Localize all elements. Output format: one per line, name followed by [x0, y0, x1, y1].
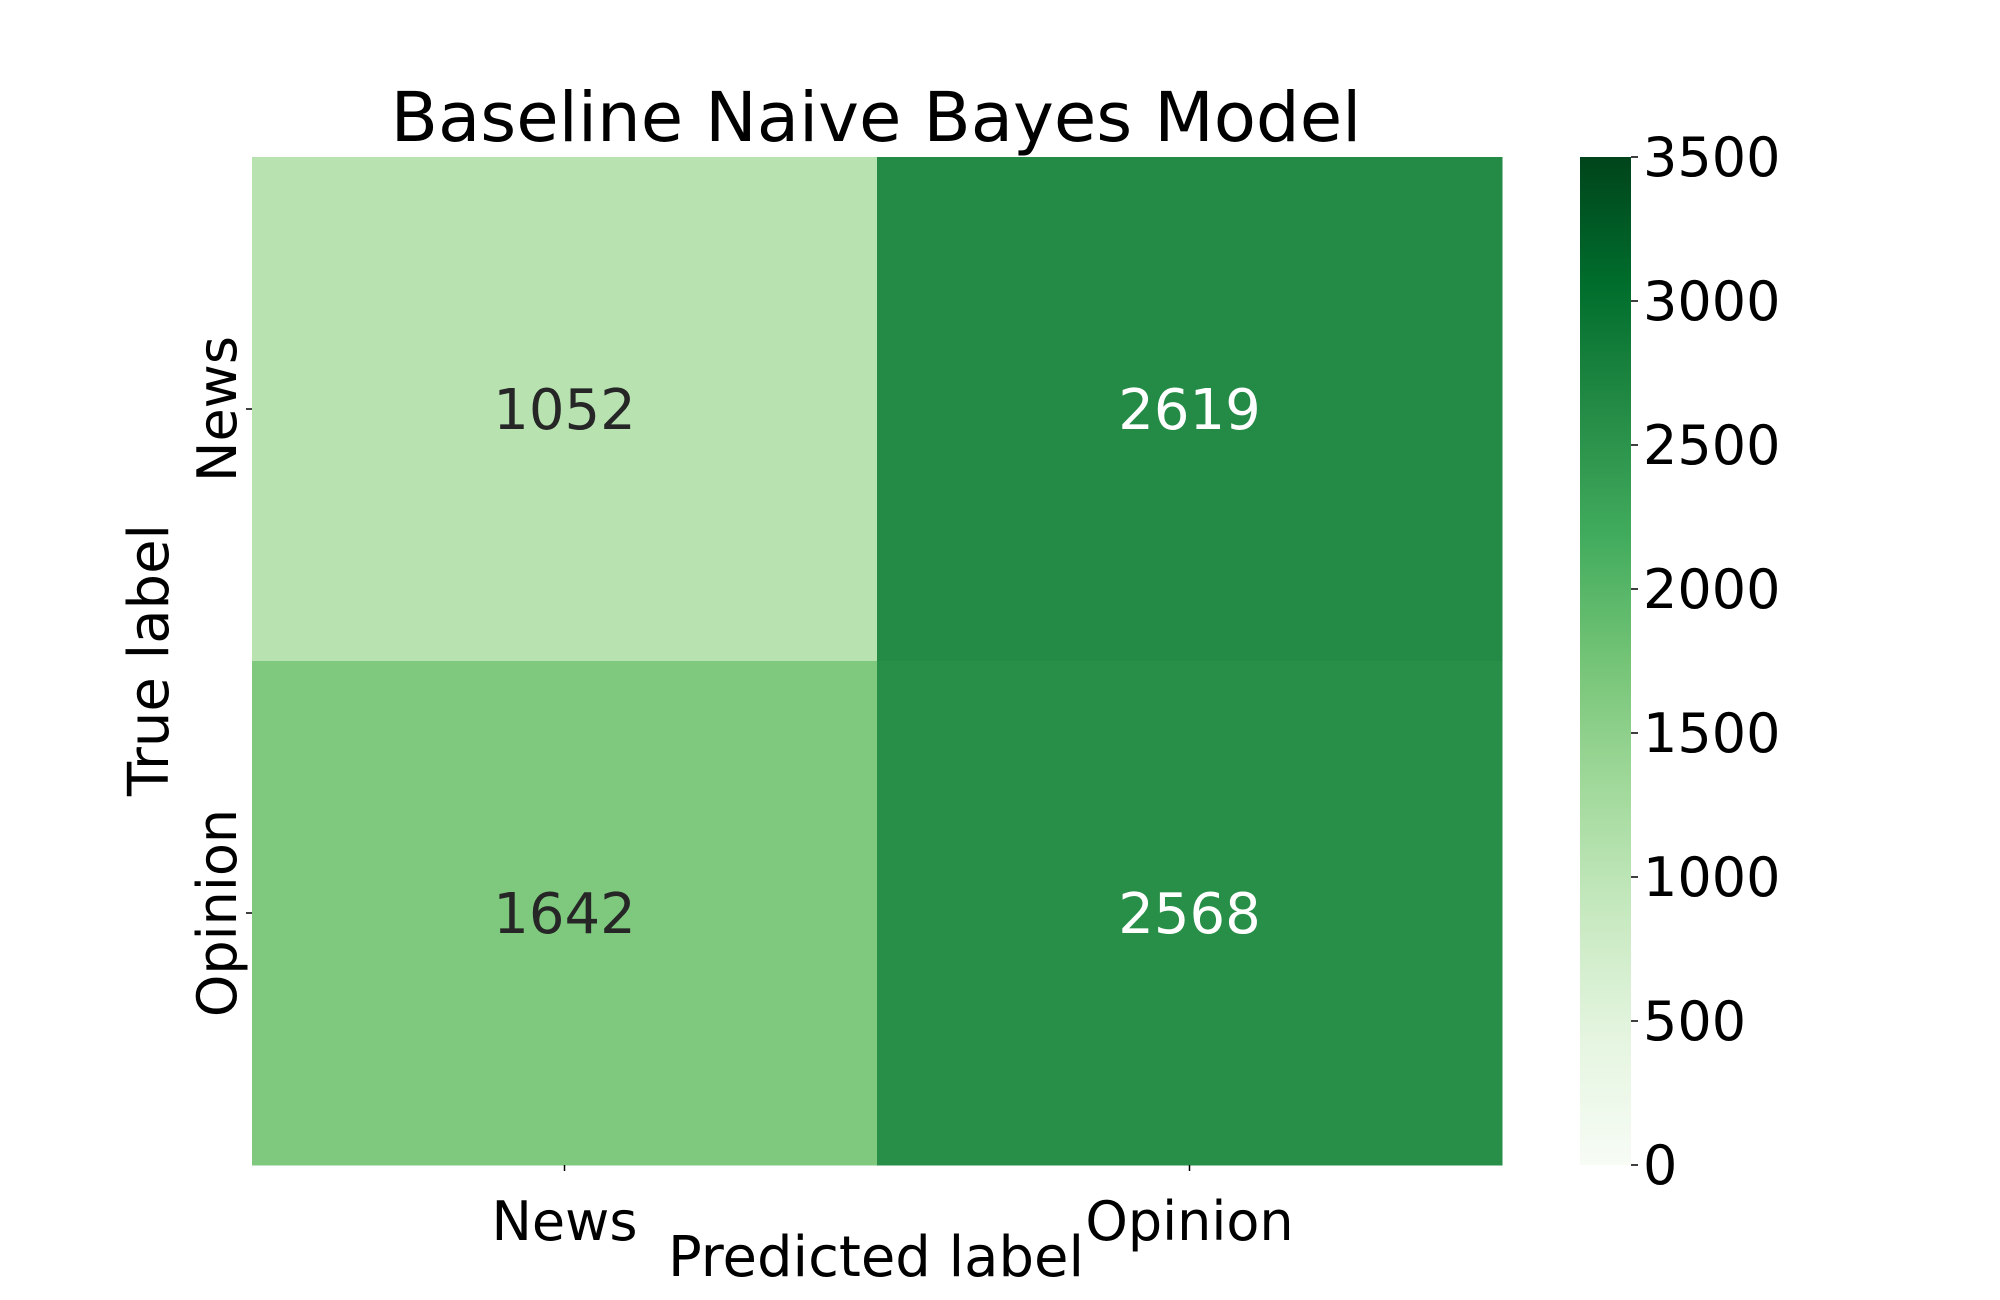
colorbar-tick-label: 1500 — [1643, 702, 1780, 765]
heatmap-cell — [252, 157, 878, 662]
colorbar-tick-label: 2500 — [1643, 414, 1780, 477]
colorbar-ticks: 0 500 1000 1500 2000 2500 3000 3500 — [1631, 126, 1780, 1197]
colorbar-tick-label: 3000 — [1643, 270, 1780, 333]
heatmap-cells — [252, 157, 1503, 1166]
x-axis-ticks: News Opinion — [492, 1165, 1294, 1253]
y-axis-ticks: News Opinion — [186, 336, 252, 1017]
x-axis-label: Predicted label — [668, 1225, 1084, 1290]
cell-value-label: 1052 — [493, 378, 636, 443]
chart-title: Baseline Naive Bayes Model — [391, 78, 1362, 158]
x-tick-label: Opinion — [1085, 1190, 1293, 1253]
colorbar-tick-label: 2000 — [1643, 558, 1780, 621]
y-axis-label: True label — [117, 524, 182, 797]
cell-value-label: 2568 — [1118, 882, 1261, 947]
colorbar-tick-label: 500 — [1643, 990, 1746, 1053]
colorbar-tick-label: 3500 — [1643, 126, 1780, 189]
cell-value-label: 1642 — [493, 882, 636, 947]
cell-value-label: 2619 — [1118, 378, 1261, 443]
colorbar — [1580, 157, 1631, 1165]
heatmap-cell — [877, 157, 1503, 662]
x-tick-label: News — [492, 1190, 638, 1253]
heatmap-cell — [877, 661, 1503, 1166]
y-tick-label: News — [186, 336, 249, 482]
heatmap-cell — [252, 661, 878, 1166]
heatmap-cell-labels: 1052 2619 1642 2568 — [493, 378, 1261, 947]
y-tick-label: Opinion — [186, 809, 249, 1017]
colorbar-tick-label: 1000 — [1643, 846, 1780, 909]
colorbar-tick-label: 0 — [1643, 1134, 1677, 1197]
